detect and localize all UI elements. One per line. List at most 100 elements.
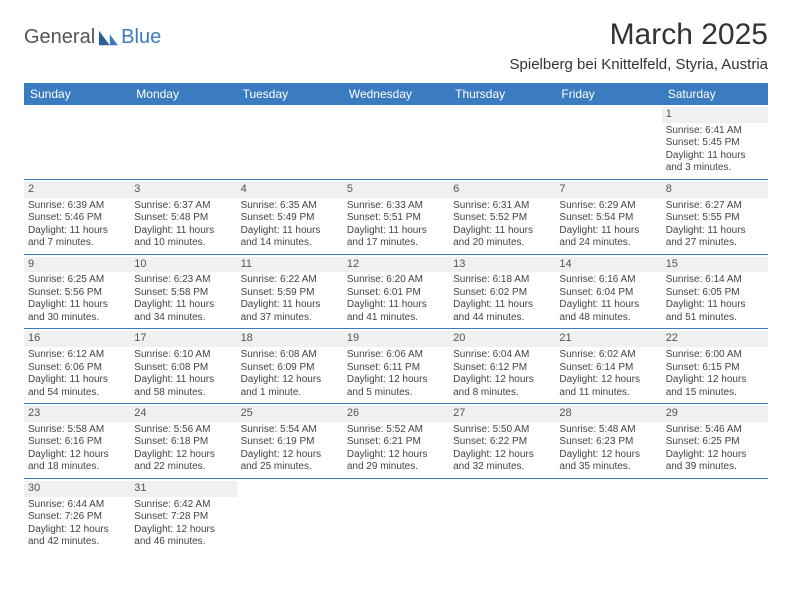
calendar-week-row: 30Sunrise: 6:44 AMSunset: 7:26 PMDayligh… bbox=[24, 478, 768, 552]
day-number: 17 bbox=[130, 331, 236, 347]
sunset-text: Sunset: 6:11 PM bbox=[347, 362, 445, 375]
day-number: 4 bbox=[237, 182, 343, 198]
calendar-day-cell: 31Sunrise: 6:42 AMSunset: 7:28 PMDayligh… bbox=[130, 478, 236, 552]
day-number: 23 bbox=[24, 406, 130, 422]
daylight-text: Daylight: 12 hours and 25 minutes. bbox=[241, 449, 339, 474]
weekday-header: Sunday bbox=[24, 83, 130, 105]
calendar-day-cell: 27Sunrise: 5:50 AMSunset: 6:22 PMDayligh… bbox=[449, 404, 555, 479]
calendar-day-cell bbox=[24, 105, 130, 179]
calendar-day-cell: 23Sunrise: 5:58 AMSunset: 6:16 PMDayligh… bbox=[24, 404, 130, 479]
calendar-day-cell: 29Sunrise: 5:46 AMSunset: 6:25 PMDayligh… bbox=[662, 404, 768, 479]
calendar-day-cell bbox=[662, 478, 768, 552]
calendar-day-cell: 26Sunrise: 5:52 AMSunset: 6:21 PMDayligh… bbox=[343, 404, 449, 479]
sunrise-text: Sunrise: 6:27 AM bbox=[666, 200, 764, 213]
day-number: 28 bbox=[555, 406, 661, 422]
sunrise-text: Sunrise: 5:52 AM bbox=[347, 424, 445, 437]
daylight-text: Daylight: 11 hours and 37 minutes. bbox=[241, 299, 339, 324]
month-title: March 2025 bbox=[510, 18, 768, 52]
sunrise-text: Sunrise: 6:22 AM bbox=[241, 274, 339, 287]
weekday-header: Monday bbox=[130, 83, 236, 105]
calendar-day-cell: 2Sunrise: 6:39 AMSunset: 5:46 PMDaylight… bbox=[24, 179, 130, 254]
day-number: 26 bbox=[343, 406, 449, 422]
day-number: 16 bbox=[24, 331, 130, 347]
logo-text-blue: Blue bbox=[121, 26, 161, 49]
daylight-text: Daylight: 12 hours and 29 minutes. bbox=[347, 449, 445, 474]
calendar-day-cell bbox=[449, 105, 555, 179]
daylight-text: Daylight: 12 hours and 18 minutes. bbox=[28, 449, 126, 474]
calendar-day-cell: 4Sunrise: 6:35 AMSunset: 5:49 PMDaylight… bbox=[237, 179, 343, 254]
daylight-text: Daylight: 11 hours and 14 minutes. bbox=[241, 225, 339, 250]
sunset-text: Sunset: 6:01 PM bbox=[347, 287, 445, 300]
logo-text-general: General bbox=[24, 26, 95, 49]
sunrise-text: Sunrise: 6:18 AM bbox=[453, 274, 551, 287]
calendar-day-cell: 16Sunrise: 6:12 AMSunset: 6:06 PMDayligh… bbox=[24, 329, 130, 404]
calendar-day-cell: 28Sunrise: 5:48 AMSunset: 6:23 PMDayligh… bbox=[555, 404, 661, 479]
calendar-table: SundayMondayTuesdayWednesdayThursdayFrid… bbox=[24, 83, 768, 553]
daylight-text: Daylight: 11 hours and 3 minutes. bbox=[666, 150, 764, 175]
calendar-day-cell: 3Sunrise: 6:37 AMSunset: 5:48 PMDaylight… bbox=[130, 179, 236, 254]
daylight-text: Daylight: 12 hours and 42 minutes. bbox=[28, 524, 126, 549]
sunrise-text: Sunrise: 5:46 AM bbox=[666, 424, 764, 437]
daylight-text: Daylight: 12 hours and 46 minutes. bbox=[134, 524, 232, 549]
sunset-text: Sunset: 6:14 PM bbox=[559, 362, 657, 375]
sunrise-text: Sunrise: 6:35 AM bbox=[241, 200, 339, 213]
sunrise-text: Sunrise: 6:10 AM bbox=[134, 349, 232, 362]
calendar-day-cell bbox=[555, 105, 661, 179]
daylight-text: Daylight: 12 hours and 1 minute. bbox=[241, 374, 339, 399]
day-number: 22 bbox=[662, 331, 768, 347]
day-number: 19 bbox=[343, 331, 449, 347]
sunset-text: Sunset: 5:58 PM bbox=[134, 287, 232, 300]
day-number: 7 bbox=[555, 182, 661, 198]
day-number: 8 bbox=[662, 182, 768, 198]
calendar-day-cell: 18Sunrise: 6:08 AMSunset: 6:09 PMDayligh… bbox=[237, 329, 343, 404]
sunset-text: Sunset: 5:46 PM bbox=[28, 212, 126, 225]
weekday-header: Friday bbox=[555, 83, 661, 105]
day-number: 24 bbox=[130, 406, 236, 422]
sunrise-text: Sunrise: 6:29 AM bbox=[559, 200, 657, 213]
calendar-day-cell: 13Sunrise: 6:18 AMSunset: 6:02 PMDayligh… bbox=[449, 254, 555, 329]
calendar-week-row: 9Sunrise: 6:25 AMSunset: 5:56 PMDaylight… bbox=[24, 254, 768, 329]
sunrise-text: Sunrise: 6:41 AM bbox=[666, 125, 764, 138]
daylight-text: Daylight: 12 hours and 15 minutes. bbox=[666, 374, 764, 399]
sunrise-text: Sunrise: 6:31 AM bbox=[453, 200, 551, 213]
sunrise-text: Sunrise: 6:25 AM bbox=[28, 274, 126, 287]
calendar-day-cell bbox=[130, 105, 236, 179]
sunset-text: Sunset: 6:05 PM bbox=[666, 287, 764, 300]
sunrise-text: Sunrise: 6:08 AM bbox=[241, 349, 339, 362]
logo: General Blue bbox=[24, 26, 161, 49]
daylight-text: Daylight: 11 hours and 30 minutes. bbox=[28, 299, 126, 324]
calendar-day-cell: 22Sunrise: 6:00 AMSunset: 6:15 PMDayligh… bbox=[662, 329, 768, 404]
daylight-text: Daylight: 11 hours and 58 minutes. bbox=[134, 374, 232, 399]
sunset-text: Sunset: 6:22 PM bbox=[453, 436, 551, 449]
daylight-text: Daylight: 12 hours and 8 minutes. bbox=[453, 374, 551, 399]
daylight-text: Daylight: 12 hours and 35 minutes. bbox=[559, 449, 657, 474]
header: General Blue March 2025 Spielberg bei Kn… bbox=[24, 18, 768, 75]
daylight-text: Daylight: 11 hours and 7 minutes. bbox=[28, 225, 126, 250]
calendar-day-cell: 12Sunrise: 6:20 AMSunset: 6:01 PMDayligh… bbox=[343, 254, 449, 329]
sunrise-text: Sunrise: 6:33 AM bbox=[347, 200, 445, 213]
location: Spielberg bei Knittelfeld, Styria, Austr… bbox=[510, 56, 768, 73]
calendar-day-cell: 14Sunrise: 6:16 AMSunset: 6:04 PMDayligh… bbox=[555, 254, 661, 329]
calendar-day-cell: 21Sunrise: 6:02 AMSunset: 6:14 PMDayligh… bbox=[555, 329, 661, 404]
sunset-text: Sunset: 5:52 PM bbox=[453, 212, 551, 225]
calendar-day-cell: 8Sunrise: 6:27 AMSunset: 5:55 PMDaylight… bbox=[662, 179, 768, 254]
calendar-day-cell bbox=[237, 478, 343, 552]
day-number: 12 bbox=[343, 257, 449, 273]
calendar-week-row: 16Sunrise: 6:12 AMSunset: 6:06 PMDayligh… bbox=[24, 329, 768, 404]
day-number: 11 bbox=[237, 257, 343, 273]
daylight-text: Daylight: 11 hours and 20 minutes. bbox=[453, 225, 551, 250]
sunrise-text: Sunrise: 5:54 AM bbox=[241, 424, 339, 437]
sunset-text: Sunset: 6:16 PM bbox=[28, 436, 126, 449]
calendar-day-cell: 20Sunrise: 6:04 AMSunset: 6:12 PMDayligh… bbox=[449, 329, 555, 404]
daylight-text: Daylight: 11 hours and 44 minutes. bbox=[453, 299, 551, 324]
day-number: 3 bbox=[130, 182, 236, 198]
calendar-day-cell: 19Sunrise: 6:06 AMSunset: 6:11 PMDayligh… bbox=[343, 329, 449, 404]
weekday-header: Thursday bbox=[449, 83, 555, 105]
calendar-day-cell: 9Sunrise: 6:25 AMSunset: 5:56 PMDaylight… bbox=[24, 254, 130, 329]
sunset-text: Sunset: 6:09 PM bbox=[241, 362, 339, 375]
sunrise-text: Sunrise: 6:44 AM bbox=[28, 499, 126, 512]
sunrise-text: Sunrise: 5:50 AM bbox=[453, 424, 551, 437]
sunset-text: Sunset: 6:06 PM bbox=[28, 362, 126, 375]
calendar-day-cell bbox=[237, 105, 343, 179]
day-number: 6 bbox=[449, 182, 555, 198]
